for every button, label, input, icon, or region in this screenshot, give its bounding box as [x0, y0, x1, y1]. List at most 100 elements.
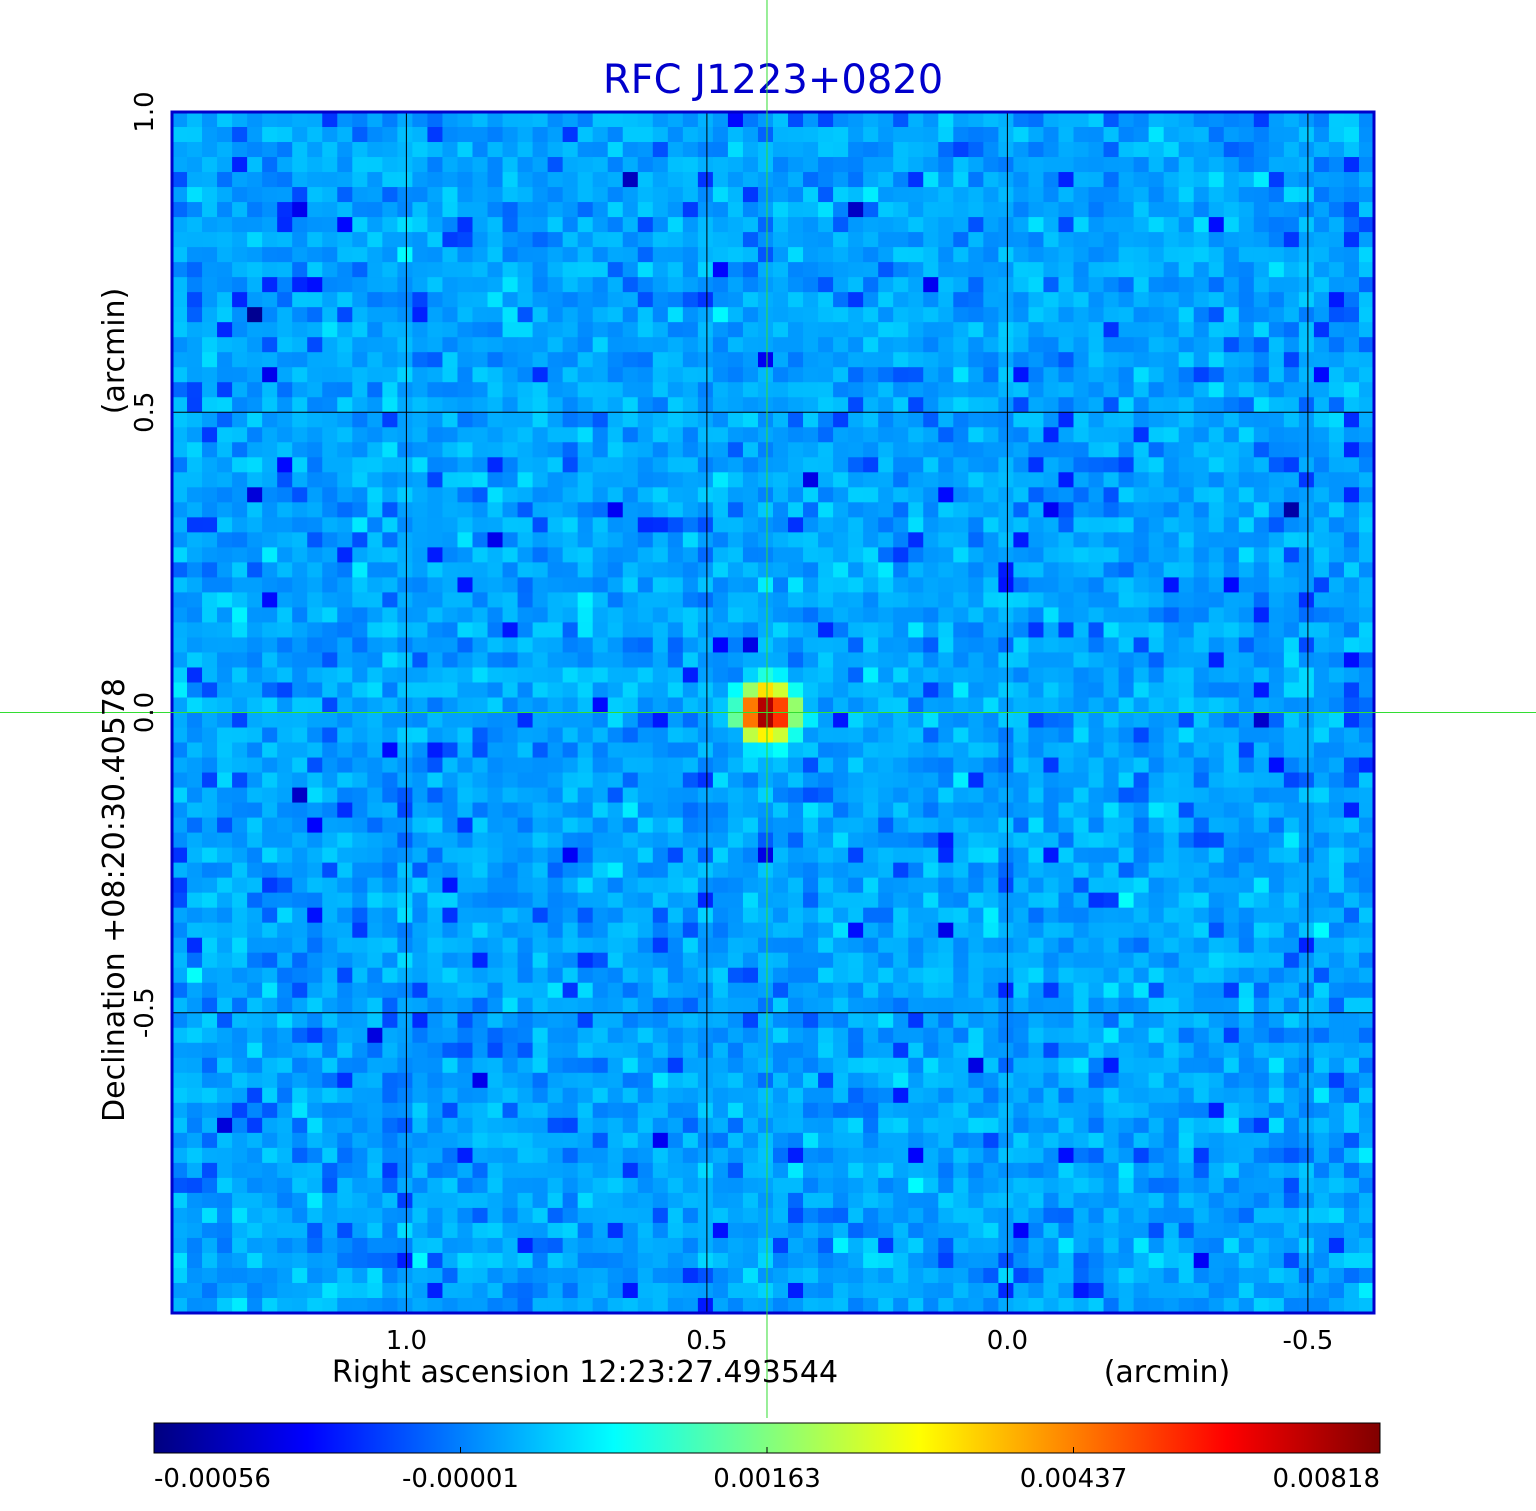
map-pixel [1163, 742, 1180, 759]
map-pixel [187, 352, 203, 368]
map-pixel [712, 127, 729, 143]
map-pixel [968, 187, 984, 203]
map-pixel [457, 337, 474, 353]
map-pixel [427, 787, 444, 804]
map-pixel [983, 142, 999, 158]
map-pixel [1088, 157, 1105, 173]
map-pixel [502, 127, 519, 143]
map-pixel [1208, 997, 1225, 1014]
map-pixel [863, 577, 879, 593]
map-pixel [562, 157, 579, 173]
map-pixel [472, 667, 489, 684]
map-pixel [1328, 337, 1345, 353]
map-pixel [1058, 397, 1075, 413]
map-pixel [697, 652, 714, 669]
map-pixel [382, 187, 398, 203]
map-pixel [622, 427, 639, 443]
map-pixel [818, 547, 834, 563]
map-pixel [1163, 487, 1180, 503]
map-pixel [1088, 322, 1105, 338]
map-pixel [382, 217, 398, 233]
map-pixel [1328, 757, 1345, 774]
map-pixel [757, 922, 774, 939]
map-pixel [773, 892, 789, 909]
map-pixel [412, 457, 429, 473]
map-pixel [622, 142, 639, 158]
map-pixel [397, 757, 414, 774]
map-pixel [247, 112, 263, 128]
map-pixel [652, 907, 669, 924]
map-pixel [337, 817, 353, 834]
map-pixel [382, 742, 398, 759]
map-pixel [1028, 382, 1045, 398]
map-pixel [442, 1027, 459, 1044]
map-pixel [397, 277, 414, 293]
map-pixel [517, 442, 534, 458]
map-pixel [277, 922, 293, 939]
map-pixel [1103, 202, 1120, 218]
map-pixel [412, 742, 429, 759]
map-pixel [1328, 772, 1345, 789]
map-pixel [232, 382, 248, 398]
map-pixel [773, 427, 789, 443]
map-pixel [382, 127, 398, 143]
map-pixel [1358, 187, 1375, 203]
map-pixel [833, 562, 849, 578]
map-pixel [202, 712, 218, 729]
map-pixel [232, 337, 248, 353]
map-pixel [187, 652, 203, 669]
map-pixel [712, 367, 729, 383]
map-pixel [232, 952, 248, 969]
map-pixel [277, 1042, 293, 1059]
map-pixel [277, 202, 293, 218]
map-pixel [517, 427, 534, 443]
map-pixel [547, 757, 564, 774]
map-pixel [1193, 232, 1210, 248]
map-pixel [577, 742, 594, 759]
map-pixel [322, 802, 338, 819]
map-pixel [337, 127, 353, 143]
map-pixel [292, 1027, 308, 1044]
map-pixel [577, 562, 594, 578]
map-pixel [1088, 997, 1105, 1014]
map-pixel [848, 907, 864, 924]
map-pixel [1058, 712, 1075, 729]
map-pixel [367, 592, 383, 609]
map-pixel [652, 727, 669, 744]
map-pixel [788, 952, 804, 969]
map-pixel [1253, 517, 1270, 533]
map-pixel [848, 397, 864, 413]
map-pixel [757, 262, 774, 278]
map-pixel [1343, 607, 1360, 624]
map-pixel [1013, 127, 1030, 143]
map-pixel [953, 547, 969, 563]
map-pixel [953, 727, 969, 744]
map-pixel [1133, 157, 1150, 173]
map-pixel [382, 172, 398, 188]
map-pixel [172, 307, 188, 323]
map-pixel [427, 757, 444, 774]
map-pixel [412, 892, 429, 909]
map-pixel [1073, 127, 1090, 143]
map-pixel [592, 307, 609, 323]
map-pixel [742, 352, 759, 368]
map-pixel [968, 202, 984, 218]
map-pixel [788, 172, 804, 188]
map-pixel [202, 307, 218, 323]
map-pixel [1358, 232, 1375, 248]
map-pixel [1043, 397, 1060, 413]
map-pixel [577, 202, 594, 218]
map-pixel [727, 382, 744, 398]
map-pixel [983, 517, 999, 533]
map-pixel [1238, 802, 1255, 819]
map-pixel [1103, 142, 1120, 158]
map-pixel [1313, 157, 1330, 173]
map-pixel [863, 1027, 879, 1044]
map-pixel [412, 547, 429, 563]
map-pixel [682, 457, 699, 473]
map-pixel [427, 457, 444, 473]
map-pixel [1178, 352, 1195, 368]
map-pixel [442, 472, 459, 488]
map-pixel [1253, 442, 1270, 458]
map-pixel [247, 277, 263, 293]
